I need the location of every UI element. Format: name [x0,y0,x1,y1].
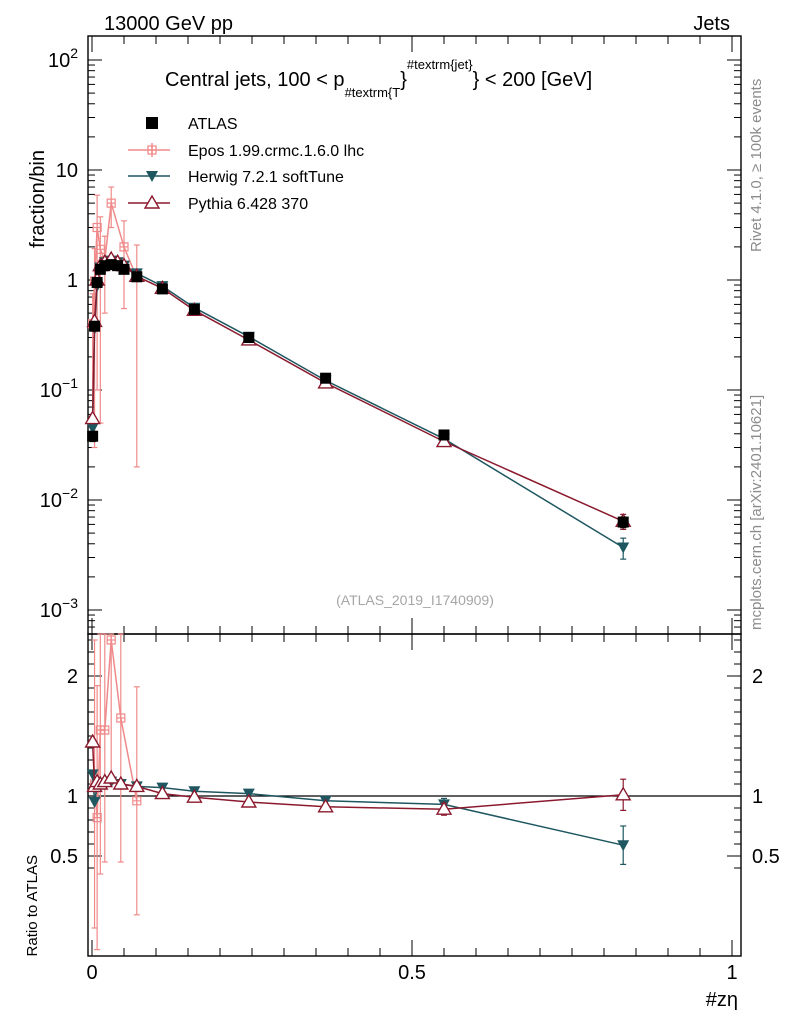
ratio-y-tick-label-left: 0.5 [50,846,78,868]
main-plot-data [84,186,632,560]
main-point-atlas [188,303,200,315]
ratio-point-pythia [102,769,120,784]
main-point-pythia [435,433,453,448]
chart-title: Central jets, 100 < p#textrm{T}#textrm{j… [165,57,592,100]
ratio-point-pythia [84,733,101,748]
main-point-atlas [156,283,168,295]
main-y-tick-label: 10 [56,160,78,182]
legend-marker-epos [128,143,170,157]
main-point-atlas [118,263,130,275]
ratio-point-herwig [88,797,101,808]
main-y-tick-label: 10−2 [40,485,78,512]
main-point-atlas [112,260,124,272]
ratio-point-pythia [317,798,334,813]
title-sub: #textrm{T [345,85,401,100]
legend-label-herwig: Herwig 7.2.1 softTune [188,169,344,186]
legend-marker-herwig [128,171,170,182]
main-point-atlas [99,260,111,272]
ratio-y-tick-label-left: 2 [67,666,78,688]
side-text-rivet: Rivet 4.1.0, ≥ 100k events [748,79,765,252]
ratio-point-epos [132,796,142,806]
ratio-y-tick-label-right: 1 [752,786,763,808]
main-point-atlas [91,276,103,288]
main-line-pythia [91,258,624,522]
ratio-point-pythia [614,786,632,801]
x-tick-label: 0 [86,962,97,984]
ratio-point-pythia [154,785,171,800]
ratio-series-herwig [86,769,630,866]
main-point-atlas [438,429,450,441]
main-point-pythia [84,410,101,425]
main-point-atlas [617,516,629,528]
legend-label-pythia: Pythia 6.428 370 [188,196,308,213]
title-close: } [400,69,407,91]
ratio-point-epos [106,635,116,645]
main-y-tick-label: 1 [67,270,78,292]
legend-marker-pythia [128,194,170,209]
ratio-y-tick-label-right: 2 [752,666,763,688]
ratio-line-herwig [91,774,624,846]
ratio-point-pythia [435,800,453,815]
ratio-series-pythia [84,733,632,816]
ratio-point-herwig [86,769,99,781]
title-tail: } < 200 [GeV] [473,69,593,91]
ratio-point-epos [116,713,126,723]
header-left: 13000 GeV pp [104,13,233,35]
ratio-panel-frame [87,633,742,957]
main-line-herwig [91,259,624,549]
ratio-plot-data [84,633,741,951]
main-point-atlas [131,271,143,283]
ratio-y-tick-label-left: 1 [67,786,78,808]
ratio-point-pythia [128,778,146,793]
main-point-herwig [86,423,99,435]
main-point-atlas [243,332,255,344]
side-text-mcplots: mcplots.cern.ch [arXiv:2401.10621] [748,395,765,630]
y-axis-label: fraction/bin [27,150,49,248]
x-tick-label: 0.5 [398,962,426,984]
main-point-epos [119,242,129,252]
ratio-point-pythia [240,793,258,808]
ratio-y-axis-label: Ratio to ATLAS [24,855,41,956]
analysis-watermark: (ATLAS_2019_I1740909) [336,592,494,608]
ratio-point-pythia [112,775,130,790]
main-y-tick-label: 10−1 [40,375,78,402]
main-point-atlas [320,372,332,384]
ratio-point-epos [100,725,110,735]
main-point-atlas [105,259,117,271]
ratio-y-tick-label-right: 0.5 [752,846,780,868]
title-sup: #textrm{jet} [407,57,473,72]
main-y-tick-label: 102 [48,45,78,72]
x-tick-label: 1 [726,962,737,984]
main-series-herwig [86,255,630,560]
legend-marker-atlas [146,117,158,129]
main-y-tick-label: 10−3 [40,595,78,622]
ratio-point-pythia [186,788,203,803]
legend-label-atlas: ATLAS [188,116,238,133]
main-point-atlas [87,430,99,442]
main-point-herwig [617,542,630,554]
main-point-epos [106,198,116,208]
ratio-point-herwig [617,840,630,852]
legend-label-epos: Epos 1.99.crmc.1.6.0 lhc [188,143,364,160]
x-axis-label: #zη [706,989,738,1011]
axis-ticks: 10−3 10−2 10−1 1 10 102 0 0.5 1 0.5 0.5 1 1 2 2 [40,36,780,984]
main-point-atlas [89,320,101,332]
header-right: Jets [693,13,730,35]
legend: ATLAS Epos 1.99.crmc.1.6.0 lhc Herwig 7.… [128,116,364,213]
main-series-atlas [87,259,629,529]
ratio-line-pythia [91,741,624,810]
main-panel-frame [87,35,742,635]
title-lead: Central jets, 100 < p [165,69,345,91]
ratio-series-epos [89,633,142,951]
